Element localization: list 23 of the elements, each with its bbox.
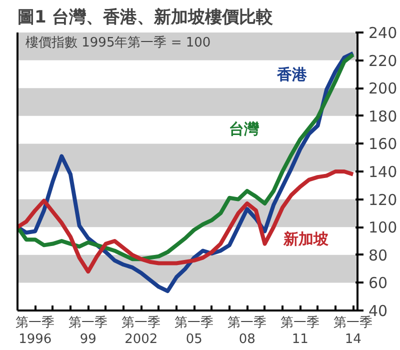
y-tick-label: 240 [368, 24, 398, 42]
chart-title: 圖1 台灣、香港、新加坡樓價比較 [18, 8, 274, 28]
line-series [18, 170, 356, 274]
y-tick-label: 180 [368, 107, 398, 126]
x-tick-label: 第一季 14 [334, 316, 373, 347]
series-label: 香港 [276, 65, 308, 84]
chart-subtitle: 樓價指數 1995年第一季 = 100 [26, 36, 211, 50]
x-tick-label: 第一季 1996 [16, 316, 55, 347]
x-tick-label: 第一季 99 [68, 316, 108, 347]
y-tick-label: 100 [368, 218, 398, 237]
y-tick-label: 60 [368, 274, 388, 292]
x-tick-label: 第一季 08 [228, 316, 267, 347]
x-tick-label: 第一季 11 [280, 316, 320, 347]
y-tick-label: 160 [368, 135, 398, 154]
y-tick-label: 200 [368, 80, 398, 98]
text: 台灣 [229, 120, 260, 138]
x-tick-label: 第一季 2002 [122, 316, 161, 347]
y-tick-label: 120 [368, 190, 398, 209]
y-tick-label: 140 [368, 163, 398, 181]
y-tick-label: 220 [368, 52, 398, 70]
y-tick-label: 80 [368, 246, 388, 264]
series-label: 新加坡 [282, 230, 330, 248]
x-tick-label: 第一季 05 [174, 316, 214, 347]
